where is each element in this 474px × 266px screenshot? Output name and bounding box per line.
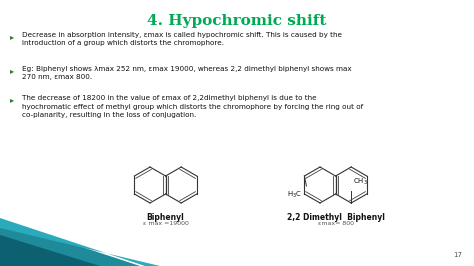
Text: ▸: ▸ (10, 95, 14, 104)
Text: The decrease of 18200 in the value of εmax of 2,2dimethyl biphenyl is due to the: The decrease of 18200 in the value of εm… (22, 95, 363, 118)
Text: Biphenyl: Biphenyl (147, 213, 184, 222)
Polygon shape (0, 220, 140, 266)
Text: ε max =19000: ε max =19000 (143, 221, 189, 226)
Text: 17: 17 (453, 252, 462, 258)
Text: 4. Hypochromic shift: 4. Hypochromic shift (147, 14, 327, 28)
Text: ▸: ▸ (10, 32, 14, 41)
Polygon shape (0, 218, 160, 266)
Text: ▸: ▸ (10, 66, 14, 75)
Text: H$_3$C: H$_3$C (287, 190, 302, 200)
Text: Eg: Biphenyl shows λmax 252 nm, εmax 19000, whereas 2,2 dimethyl biphenyl shows : Eg: Biphenyl shows λmax 252 nm, εmax 190… (22, 66, 352, 81)
Text: Decrease in absorption intensity, εmax is called hypochromic shift. This is caus: Decrease in absorption intensity, εmax i… (22, 32, 342, 47)
Text: 2,2 Dimethyl  Biphenyl: 2,2 Dimethyl Biphenyl (287, 213, 384, 222)
Polygon shape (0, 235, 100, 266)
Text: εmax= 800: εmax= 800 (318, 221, 354, 226)
Text: CH$_3$: CH$_3$ (353, 177, 368, 187)
